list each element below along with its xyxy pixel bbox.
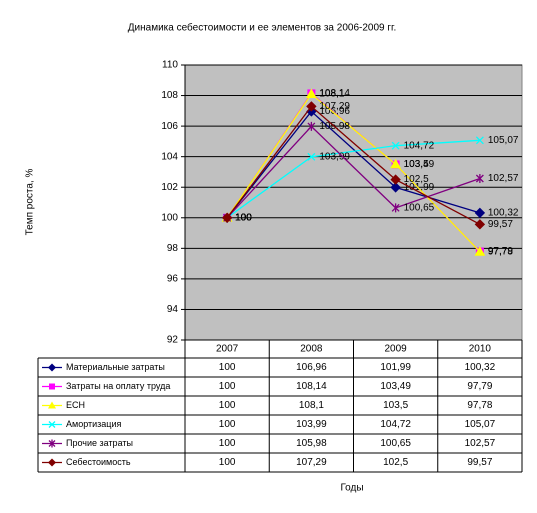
table-cell: 108,14 — [296, 381, 327, 392]
marker — [475, 136, 484, 145]
legend-marker — [49, 383, 55, 390]
series-line — [226, 125, 481, 219]
marker — [221, 212, 233, 223]
table-cell: 97,78 — [467, 400, 492, 411]
table-cell: 100 — [219, 457, 236, 468]
table-cell: 104,72 — [380, 419, 411, 430]
y-tick-label: 104 — [161, 151, 178, 162]
marker — [390, 182, 401, 193]
table-cell: 106,96 — [296, 362, 327, 373]
data-label: 100 — [235, 212, 252, 223]
marker — [390, 158, 401, 169]
x-tick-label: 2010 — [469, 344, 492, 355]
table-cell: 103,5 — [383, 400, 408, 411]
table-cell: 100 — [219, 419, 236, 430]
y-tick-label: 110 — [162, 60, 178, 71]
marker — [306, 88, 317, 99]
x-axis-label: Годы — [340, 483, 363, 494]
table-cell: 107,29 — [296, 457, 327, 468]
data-label: 103,5 — [404, 159, 429, 170]
y-tick-label: 92 — [167, 335, 179, 346]
y-tick-label: 96 — [167, 274, 179, 285]
data-label: 107,29 — [319, 101, 350, 112]
table-cell: 105,07 — [465, 419, 496, 430]
y-tick-label: 98 — [167, 243, 179, 254]
legend-label: ЕСН — [66, 400, 85, 410]
legend-marker — [48, 401, 56, 409]
y-tick-label: 108 — [161, 90, 178, 101]
marker — [474, 246, 486, 256]
table-cell: 103,49 — [380, 381, 411, 392]
legend-label: Прочие затраты — [66, 438, 133, 448]
table-cell: 105,98 — [296, 438, 327, 449]
legend-label: Амортизация — [66, 419, 121, 429]
data-label: 97,79 — [488, 246, 513, 257]
data-label: 100 — [235, 212, 252, 223]
table-cell: 100 — [219, 438, 236, 449]
legend-marker — [48, 439, 56, 448]
y-tick-label: 106 — [161, 121, 178, 132]
table-cell: 99,57 — [467, 457, 492, 468]
series-line — [226, 93, 481, 253]
data-label: 100,32 — [488, 208, 519, 219]
data-label: 104,72 — [404, 140, 435, 151]
marker — [391, 203, 400, 213]
table-cell: 100 — [219, 400, 236, 411]
data-label: 106,96 — [319, 106, 350, 117]
series-line — [226, 110, 481, 219]
y-axis-label: Темп роста, % — [25, 169, 36, 236]
data-label: 100 — [235, 212, 252, 223]
data-label: 103,49 — [404, 159, 435, 170]
marker — [307, 152, 316, 161]
table-cell: 103,99 — [296, 419, 327, 430]
y-tick-label: 102 — [161, 182, 178, 193]
legend-marker — [48, 458, 56, 467]
marker — [390, 174, 401, 185]
series-line — [226, 139, 480, 219]
marker — [475, 174, 484, 184]
table-cell: 100,65 — [380, 438, 411, 449]
x-tick-label: 2009 — [385, 344, 408, 355]
legend-marker — [48, 421, 56, 428]
series-line — [226, 105, 481, 225]
data-label: 108,1 — [319, 89, 344, 100]
marker — [306, 101, 317, 112]
data-label: 102,5 — [404, 174, 429, 185]
data-label: 97,78 — [488, 246, 513, 257]
y-tick-label: 100 — [161, 212, 178, 223]
data-label: 100 — [235, 212, 252, 223]
data-label: 105,07 — [488, 135, 519, 146]
x-tick-label: 2008 — [300, 344, 323, 355]
table-cell: 100 — [219, 381, 236, 392]
marker — [474, 207, 486, 219]
table-cell: 101,99 — [380, 362, 411, 373]
data-label: 108,14 — [319, 88, 350, 99]
legend-label: Затраты на оплату труда — [66, 381, 170, 391]
table-cell: 100 — [219, 362, 236, 373]
data-label: 100,65 — [404, 202, 435, 213]
data-label: 101,99 — [404, 182, 435, 193]
data-label: 99,57 — [488, 219, 513, 230]
legend-label: Себестоимость — [66, 457, 131, 467]
marker — [391, 141, 400, 150]
table-cell: 97,79 — [467, 381, 492, 392]
marker — [474, 219, 486, 230]
chart-title: Динамика себестоимости и ее элементов за… — [128, 22, 396, 34]
legend-marker — [48, 363, 56, 372]
table-cell: 102,57 — [465, 438, 496, 449]
data-label: 102,57 — [488, 173, 519, 184]
data-label: 100 — [235, 212, 252, 223]
data-label: 100 — [235, 212, 252, 223]
legend-label: Материальные затраты — [66, 362, 165, 372]
data-label: 103,99 — [319, 151, 350, 162]
marker — [307, 121, 316, 131]
plot-area — [184, 64, 523, 341]
table-cell: 100,32 — [465, 362, 496, 373]
y-tick-label: 94 — [167, 304, 179, 315]
table-cell: 108,1 — [299, 400, 324, 411]
table-cell: 102,5 — [383, 457, 408, 468]
x-tick-label: 2007 — [216, 344, 239, 355]
